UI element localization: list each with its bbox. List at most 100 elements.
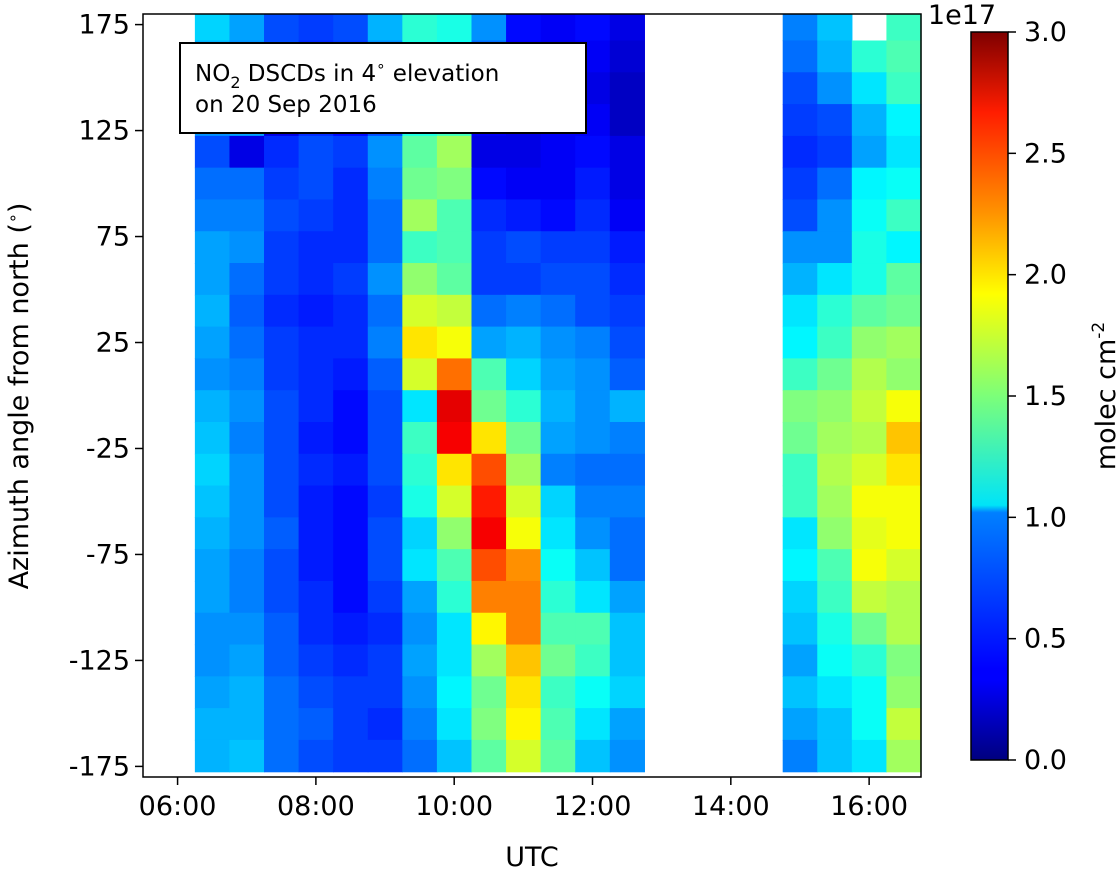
- heatmap-cell: [886, 104, 922, 137]
- heatmap-cell: [264, 294, 300, 328]
- heatmap-cell: [264, 14, 300, 42]
- heatmap-cell: [367, 612, 403, 646]
- heatmap-cell: [194, 294, 231, 328]
- colorbar-ticks: 0.0 0.5 1.0 1.5 2.0 2.5 3.0: [1008, 17, 1067, 776]
- heatmap-cell: [817, 421, 853, 455]
- heatmap-cell: [298, 294, 334, 328]
- heatmap-cell: [782, 294, 818, 328]
- colorbar-tick-label: 2.0: [1024, 260, 1067, 291]
- heatmap-cell: [886, 358, 922, 391]
- heatmap-cell: [609, 708, 645, 741]
- heatmap-cell: [540, 453, 576, 487]
- heatmap-cell: [817, 612, 853, 646]
- heatmap-cell: [264, 390, 300, 423]
- heatmap-cell: [436, 644, 473, 677]
- heatmap-cell: [264, 231, 300, 264]
- heatmap-cell: [298, 453, 334, 487]
- heatmap-cell: [851, 390, 888, 423]
- heatmap-cell: [817, 294, 853, 328]
- heatmap-cell: [886, 167, 922, 201]
- heatmap-cell: [817, 167, 853, 201]
- heatmap-cell: [298, 326, 334, 360]
- heatmap-cell: [782, 199, 818, 232]
- heatmap-cell: [540, 358, 576, 391]
- colorbar-tick-label: 0.0: [1024, 745, 1067, 776]
- heatmap-cell: [506, 549, 542, 582]
- y-tick-label: -25: [86, 433, 130, 464]
- heatmap-cell: [436, 390, 473, 423]
- heatmap-cell: [540, 580, 576, 614]
- heatmap-cell: [333, 644, 369, 677]
- heatmap-cell: [886, 326, 922, 360]
- heatmap-cell: [436, 739, 473, 773]
- heatmap-cell: [264, 549, 300, 582]
- heatmap-cell: [886, 644, 922, 677]
- heatmap-cell: [506, 358, 542, 391]
- heatmap-cell: [436, 263, 473, 296]
- heatmap-cell: [471, 390, 507, 423]
- heatmap-cell: [540, 231, 576, 264]
- heatmap-cell: [367, 676, 403, 709]
- heatmap-cell: [886, 135, 922, 169]
- heatmap-cell: [506, 644, 542, 677]
- heatmap-cell: [298, 14, 334, 42]
- heatmap-cell: [264, 485, 300, 518]
- heatmap-cell: [609, 167, 645, 201]
- heatmap-cell: [471, 453, 507, 487]
- heatmap-cell: [402, 708, 438, 741]
- heatmap-cell: [367, 517, 403, 550]
- heatmap-cell: [886, 263, 922, 296]
- heatmap-cell: [229, 708, 265, 741]
- heatmap-cell: [506, 294, 542, 328]
- heatmap-cell: [817, 72, 853, 105]
- heatmap-cell: [229, 739, 265, 773]
- heatmap-cell: [540, 549, 576, 582]
- heatmap-cell: [229, 358, 265, 391]
- heatmap-cell: [471, 612, 507, 646]
- heatmap-cell: [782, 135, 818, 169]
- heatmap-cell: [575, 708, 611, 741]
- heatmap-cell: [264, 263, 300, 296]
- x-tick-label: 10:00: [415, 791, 493, 822]
- heatmap-cell: [782, 421, 818, 455]
- heatmap-cell: [886, 708, 922, 741]
- heatmap-cell: [436, 453, 473, 487]
- heatmap-cell: [575, 231, 611, 264]
- heatmap-cell: [506, 708, 542, 741]
- heatmap-cell: [540, 708, 576, 741]
- heatmap-cell: [817, 485, 853, 518]
- heatmap-cell: [333, 390, 369, 423]
- heatmap-cell: [298, 263, 334, 296]
- heatmap-cell: [194, 644, 231, 677]
- heatmap-cell: [851, 167, 888, 201]
- heatmap-cell: [436, 676, 473, 709]
- heatmap-cell: [540, 199, 576, 232]
- heatmap-cell: [194, 231, 231, 264]
- heatmap-cell: [471, 485, 507, 518]
- heatmap-cell: [194, 739, 231, 773]
- heatmap-cell: [333, 517, 369, 550]
- heatmap-cell: [575, 676, 611, 709]
- heatmap-cell: [264, 676, 300, 709]
- heatmap-cell: [436, 294, 473, 328]
- heatmap-cell: [194, 390, 231, 423]
- heatmap-cell: [436, 199, 473, 232]
- heatmap-cell: [229, 390, 265, 423]
- heatmap-cell: [436, 517, 473, 550]
- heatmap-cell: [402, 167, 438, 201]
- heatmap-cell: [367, 453, 403, 487]
- heatmap-cell: [886, 612, 922, 646]
- heatmap-cell: [886, 453, 922, 487]
- heatmap-cell: [817, 390, 853, 423]
- heatmap-cell: [367, 263, 403, 296]
- heatmap-cell: [298, 676, 334, 709]
- heatmap-cell: [471, 421, 507, 455]
- heatmap-cell: [782, 72, 818, 105]
- x-axis-ticks: 06:00 08:00 10:00 12:00 14:00 16:00: [139, 777, 908, 822]
- heatmap-cell: [575, 517, 611, 550]
- heatmap-cell: [540, 485, 576, 518]
- y-tick-label: -175: [69, 751, 130, 782]
- heatmap-cell: [782, 485, 818, 518]
- heatmap-cell: [609, 580, 645, 614]
